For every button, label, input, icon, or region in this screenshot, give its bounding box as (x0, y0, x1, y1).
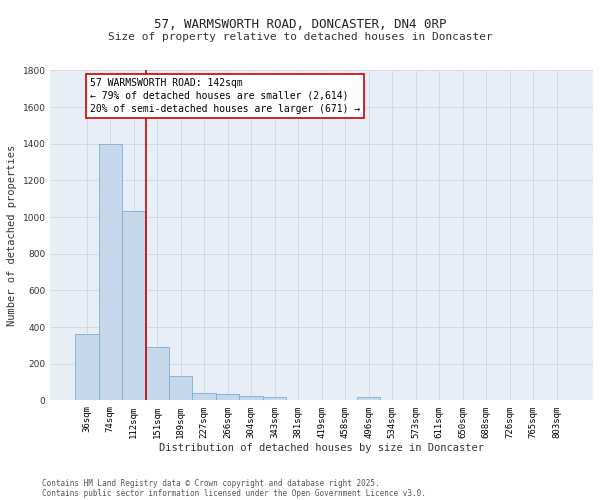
Bar (169, 376, 193, 400)
Text: Size of property relative to detached houses in Doncaster: Size of property relative to detached ho… (107, 32, 493, 42)
Bar (193, 392, 216, 400)
Bar (263, 396, 286, 400)
Text: Contains public sector information licensed under the Open Government Licence v3: Contains public sector information licen… (42, 488, 426, 498)
Bar (122, 210, 146, 400)
Bar (357, 396, 380, 400)
Text: 57 WARMSWORTH ROAD: 142sqm
← 79% of detached houses are smaller (2,614)
20% of s: 57 WARMSWORTH ROAD: 142sqm ← 79% of deta… (90, 78, 361, 114)
Y-axis label: Number of detached properties: Number of detached properties (7, 145, 17, 326)
X-axis label: Distribution of detached houses by size in Doncaster: Distribution of detached houses by size … (159, 443, 484, 453)
Bar (239, 396, 263, 400)
Bar (98, 144, 122, 401)
Bar (75, 334, 98, 400)
Text: 57, WARMSWORTH ROAD, DONCASTER, DN4 0RP: 57, WARMSWORTH ROAD, DONCASTER, DN4 0RP (154, 18, 446, 30)
Bar (216, 394, 239, 400)
Text: Contains HM Land Registry data © Crown copyright and database right 2025.: Contains HM Land Registry data © Crown c… (42, 478, 380, 488)
Bar (146, 347, 169, 401)
